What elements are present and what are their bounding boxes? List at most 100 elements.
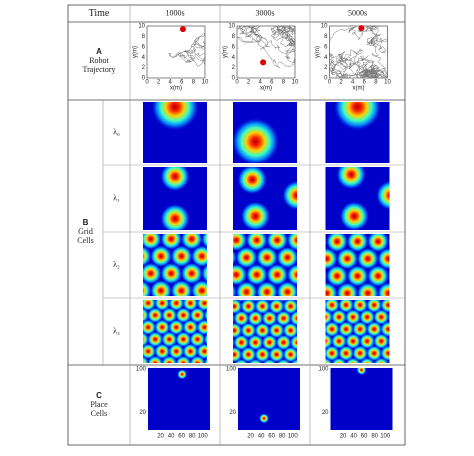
x-tick-label: 40: [258, 434, 265, 440]
firing-field: [276, 358, 291, 363]
robot-path: [236, 25, 296, 69]
x-tick-label: 40: [350, 434, 357, 440]
firing-field: [387, 335, 390, 347]
y-tick-label: 6: [324, 44, 328, 50]
firing-field: [346, 264, 369, 287]
firing-field: [170, 245, 193, 268]
firing-field: [240, 201, 271, 230]
y-axis-label: y(m): [315, 46, 321, 58]
x-tick-label: 20: [157, 434, 164, 440]
firing-field: [240, 346, 257, 363]
firing-field: [233, 322, 243, 339]
x-tick-label: 80: [279, 434, 286, 440]
firing-field: [296, 328, 297, 333]
x-tick-label: 10: [292, 80, 299, 86]
firing-field: [268, 322, 285, 339]
header-time: Time: [89, 8, 110, 19]
firing-field: [189, 331, 206, 348]
firing-field: [143, 319, 157, 336]
firing-field: [380, 345, 390, 362]
firing-field: [387, 269, 390, 283]
firing-field: [190, 279, 207, 296]
x-tick-label: 100: [288, 434, 299, 440]
x-tick-label: 0: [145, 80, 149, 86]
grid-cell-fields: [160, 167, 190, 230]
grid-cell-fields: [233, 300, 297, 363]
firing-field: [149, 279, 172, 296]
x-tick-label: 4: [351, 80, 355, 86]
y-tick-label: 4: [324, 55, 328, 61]
place-field: [259, 413, 270, 424]
firing-field: [233, 334, 250, 351]
firing-field: [254, 346, 271, 363]
x-tick-label: 8: [282, 80, 286, 86]
column-header: 3000s: [255, 8, 274, 17]
x-tick-label: 20: [340, 434, 347, 440]
firing-field: [268, 346, 285, 363]
firing-field: [387, 235, 390, 248]
firing-field: [126, 319, 142, 335]
firing-field: [337, 345, 354, 362]
y-tick-label: 10: [321, 24, 328, 30]
firing-field: [233, 117, 280, 163]
firing-field: [201, 263, 207, 284]
robot-path: [168, 32, 206, 67]
firing-field: [180, 234, 203, 250]
firing-field: [190, 245, 207, 268]
firing-field: [233, 263, 248, 286]
firing-field: [289, 334, 297, 351]
scale-label: λ₃: [113, 326, 120, 335]
firing-field: [377, 247, 390, 270]
firing-field: [160, 167, 190, 192]
firing-field: [276, 280, 297, 296]
firing-field: [143, 245, 152, 267]
firing-field: [233, 310, 250, 327]
firing-field: [235, 246, 258, 269]
scale-label: λ₀: [113, 127, 120, 136]
y-tick-label: 4: [142, 55, 146, 61]
firing-field: [356, 247, 379, 270]
y-tick-label: 20: [139, 410, 146, 416]
firing-field: [254, 300, 271, 315]
firing-field: [282, 180, 297, 211]
y-tick-label: 2: [232, 65, 236, 71]
x-tick-label: 100: [380, 434, 391, 440]
y-tick-label: 10: [228, 24, 235, 30]
firing-field: [254, 322, 271, 339]
row-label: Cells: [77, 236, 93, 245]
firing-field: [147, 307, 164, 324]
row-letter: B: [83, 218, 89, 227]
firing-field: [325, 247, 338, 270]
y-tick-label: 8: [324, 34, 328, 40]
grid-cell-fields: [325, 234, 390, 296]
firing-field: [182, 343, 199, 360]
firing-field: [203, 308, 207, 322]
firing-field: [325, 345, 340, 362]
y-axis-label: y(m): [223, 46, 229, 58]
firing-field: [352, 321, 369, 338]
grid-cell-fields: [233, 117, 280, 163]
firing-field: [233, 346, 243, 363]
firing-field: [356, 282, 379, 296]
y-tick-label: 20: [322, 410, 329, 416]
y-axis-label: y(m): [133, 46, 139, 58]
firing-field: [282, 346, 297, 363]
firing-field: [286, 263, 297, 286]
firing-field: [325, 333, 333, 350]
firing-field: [377, 282, 390, 296]
x-axis-label: x(m): [353, 86, 365, 92]
firing-field: [325, 302, 326, 308]
column-header: 5000s: [348, 8, 367, 17]
firing-field: [245, 234, 268, 252]
firing-field: [345, 333, 362, 350]
firing-field: [330, 333, 347, 350]
firing-field: [366, 234, 389, 253]
row-label: Cells: [91, 409, 107, 418]
firing-field: [326, 264, 349, 287]
firing-field: [352, 345, 369, 362]
firing-field: [175, 355, 192, 363]
firing-field: [203, 356, 207, 363]
firing-field: [387, 285, 403, 301]
firing-field: [266, 234, 289, 252]
